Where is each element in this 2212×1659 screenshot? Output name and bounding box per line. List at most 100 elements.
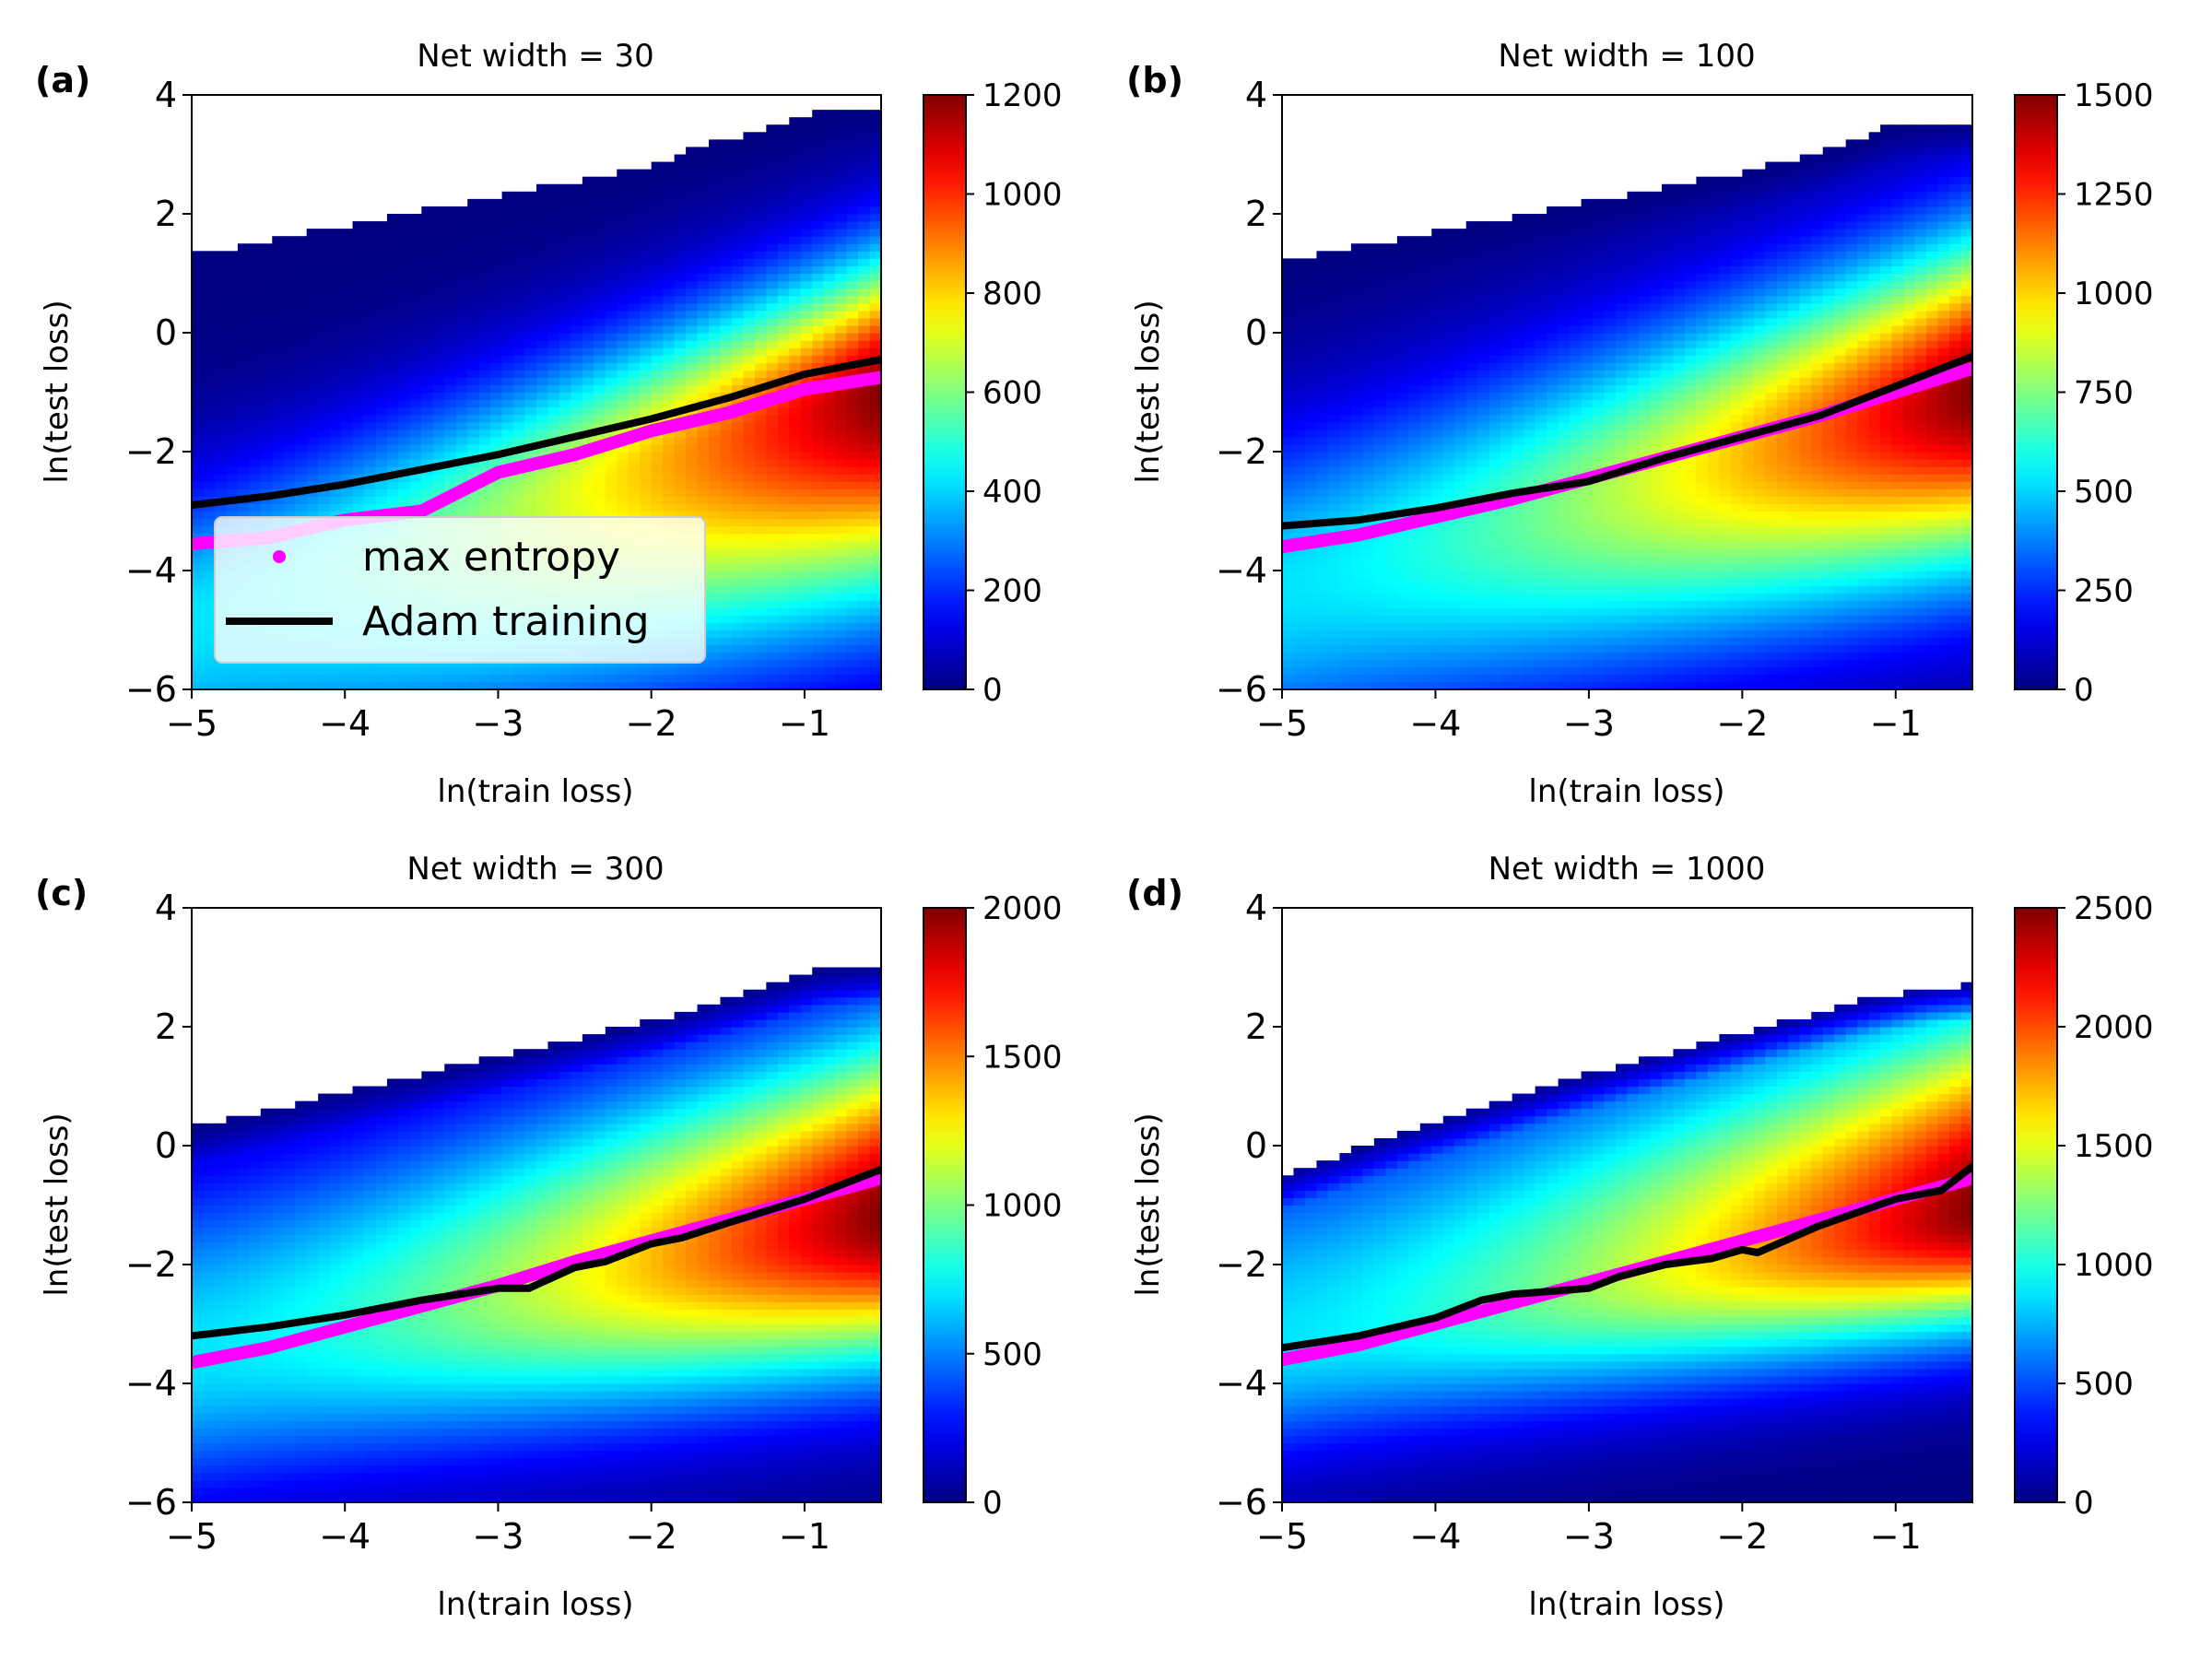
y-tick-label: 2 — [155, 1006, 177, 1047]
y-tick-label: −4 — [125, 550, 177, 591]
heatmap-plot-area: −5 −4 −3 −2 −1 −6 −4 −2 0 2 4 0 500 1000 1500 2000 — [125, 888, 1063, 1557]
colorbar-tick-label: 2000 — [2074, 1009, 2154, 1046]
y-tick-label: −4 — [1216, 550, 1267, 591]
x-tick-label: −5 — [166, 703, 218, 744]
colorbar-tick-label: 1500 — [982, 1039, 1063, 1076]
y-tick-label: 4 — [155, 75, 177, 115]
x-tick-label: −1 — [779, 703, 830, 744]
axes-frame — [1281, 94, 1973, 690]
x-tick-label: −1 — [1870, 703, 1922, 744]
axes-frame — [191, 907, 882, 1503]
y-tick-label: −4 — [1216, 1363, 1267, 1404]
axes-frame — [191, 94, 882, 690]
x-tick-label: −4 — [1409, 1516, 1461, 1557]
y-tick-label: 2 — [1245, 1006, 1267, 1047]
colorbar-tick-label: 1500 — [2074, 1128, 2154, 1165]
series-adam-training — [192, 1165, 881, 1340]
y-tick-label: −2 — [125, 431, 177, 472]
colorbar-tick-label: 200 — [982, 573, 1042, 610]
heatmap-field — [1282, 124, 1972, 689]
y-tick-label: 0 — [155, 312, 177, 353]
colorbar-tick-label: 0 — [2074, 1485, 2094, 1522]
y-tick-label: 0 — [155, 1125, 177, 1166]
x-tick-label: −5 — [166, 1516, 218, 1557]
colorbar-tick-label: 500 — [2074, 1366, 2134, 1403]
panel-title: Net width = 100 — [1498, 38, 1755, 75]
colorbar — [2014, 94, 2058, 690]
x-tick-label: −3 — [1563, 703, 1615, 744]
panel-label: (d) — [1126, 873, 1183, 913]
series-adam-training — [1282, 352, 1972, 530]
heatmap-field — [192, 967, 881, 1502]
x-tick-label: −2 — [1716, 1516, 1768, 1557]
y-tick-label: −2 — [125, 1244, 177, 1285]
y-tick-label: −4 — [125, 1363, 177, 1404]
y-tick-label: −2 — [1216, 431, 1267, 472]
x-tick-label: −1 — [779, 1516, 830, 1557]
heatmap-plot-area: −5 −4 −3 −2 −1 −6 −4 −2 0 2 4 0 500 1000 1500 2000 2500 — [1216, 888, 2154, 1557]
heatmap-plot-area: −5 −4 −3 −2 −1 −6 −4 −2 0 2 4 0 200 400 600 800 1000 1200 — [125, 75, 1063, 744]
legend-label-adam-training: Adam training — [362, 598, 650, 645]
panel-label: (c) — [35, 873, 88, 913]
y-tick-label: −6 — [1216, 1482, 1267, 1523]
x-axis-label: ln(train loss) — [1528, 1586, 1724, 1623]
colorbar — [2014, 907, 2058, 1503]
heatmap-plot-area: −5 −4 −3 −2 −1 −6 −4 −2 0 2 4 0 250 500 750 1000 1250 150… — [1216, 75, 2154, 744]
colorbar-tick-label: 250 — [2074, 573, 2134, 610]
y-axis-label: ln(test loss) — [1130, 1112, 1167, 1296]
legend-frame — [214, 516, 706, 664]
x-axis-label: ln(train loss) — [1528, 773, 1724, 810]
colorbar-tick-label: 1000 — [2074, 276, 2154, 312]
colorbar-tick-label: 0 — [982, 1485, 1003, 1522]
y-axis-label: ln(test loss) — [39, 300, 76, 483]
y-tick-label: 4 — [155, 888, 177, 928]
legend-label-max-entropy: max entropy — [362, 534, 620, 581]
y-axis-label: ln(test loss) — [39, 1112, 76, 1296]
x-tick-label: −2 — [1716, 703, 1768, 744]
y-tick-label: 4 — [1245, 888, 1267, 928]
x-axis-label: ln(train loss) — [437, 1586, 633, 1623]
legend: max entropy Adam training — [214, 516, 706, 664]
axes-frame — [1281, 907, 1973, 1503]
y-tick-label: 0 — [1245, 312, 1267, 353]
colorbar-tick-label: 400 — [982, 474, 1042, 511]
colorbar-tick-label: 1000 — [982, 1188, 1063, 1225]
panel-a: −5 −4 −3 −2 −1 −6 −4 −2 0 2 4 0 200 400 600 800 1000 1200… — [35, 38, 1063, 810]
heatmap-field — [1282, 982, 1972, 1502]
colorbar — [923, 907, 967, 1503]
panel-d: −5 −4 −3 −2 −1−6−4−202405001000150020002500 … — [1126, 851, 2154, 1623]
y-tick-label: 0 — [1245, 1125, 1267, 1166]
colorbar-tick-label: 0 — [982, 672, 1003, 709]
y-tick-label: 2 — [155, 194, 177, 234]
colorbar-tick-label: 2500 — [2074, 890, 2154, 927]
colorbar-tick-label: 1250 — [2074, 177, 2154, 214]
colorbar-tick-label: 1000 — [2074, 1247, 2154, 1284]
legend-marker-max-entropy — [273, 550, 286, 563]
y-tick-label: −2 — [1216, 1244, 1267, 1285]
colorbar-tick-label: 1500 — [2074, 77, 2154, 114]
colorbar-tick-label: 600 — [982, 375, 1042, 412]
y-tick-label: −6 — [125, 669, 177, 710]
colorbar-tick-label: 1000 — [982, 177, 1063, 214]
colorbar-tick-label: 2000 — [982, 890, 1063, 927]
x-tick-label: −3 — [1563, 1516, 1615, 1557]
panel-b: −5 −4 −3 −2 −1 −6 −4 −2 0 2 4 0 250 500 750 1000 1250 150… — [1126, 38, 2154, 810]
x-tick-label: −2 — [626, 1516, 677, 1557]
x-tick-label: −1 — [1870, 1516, 1922, 1557]
y-tick-label: 2 — [1245, 194, 1267, 234]
y-axis-label: ln(test loss) — [1130, 300, 1167, 483]
colorbar-tick-label: 500 — [2074, 474, 2134, 511]
x-tick-label: −3 — [472, 703, 524, 744]
x-tick-label: −3 — [472, 1516, 524, 1557]
y-tick-label: −6 — [125, 1482, 177, 1523]
x-tick-label: −2 — [626, 703, 677, 744]
x-tick-label: −4 — [319, 1516, 371, 1557]
colorbar-tick-label: 500 — [982, 1336, 1042, 1373]
panel-label: (b) — [1126, 60, 1183, 100]
series-adam-training — [192, 356, 881, 509]
y-tick-label: −6 — [1216, 669, 1267, 710]
colorbar — [923, 94, 967, 690]
panel-label: (a) — [35, 60, 90, 100]
